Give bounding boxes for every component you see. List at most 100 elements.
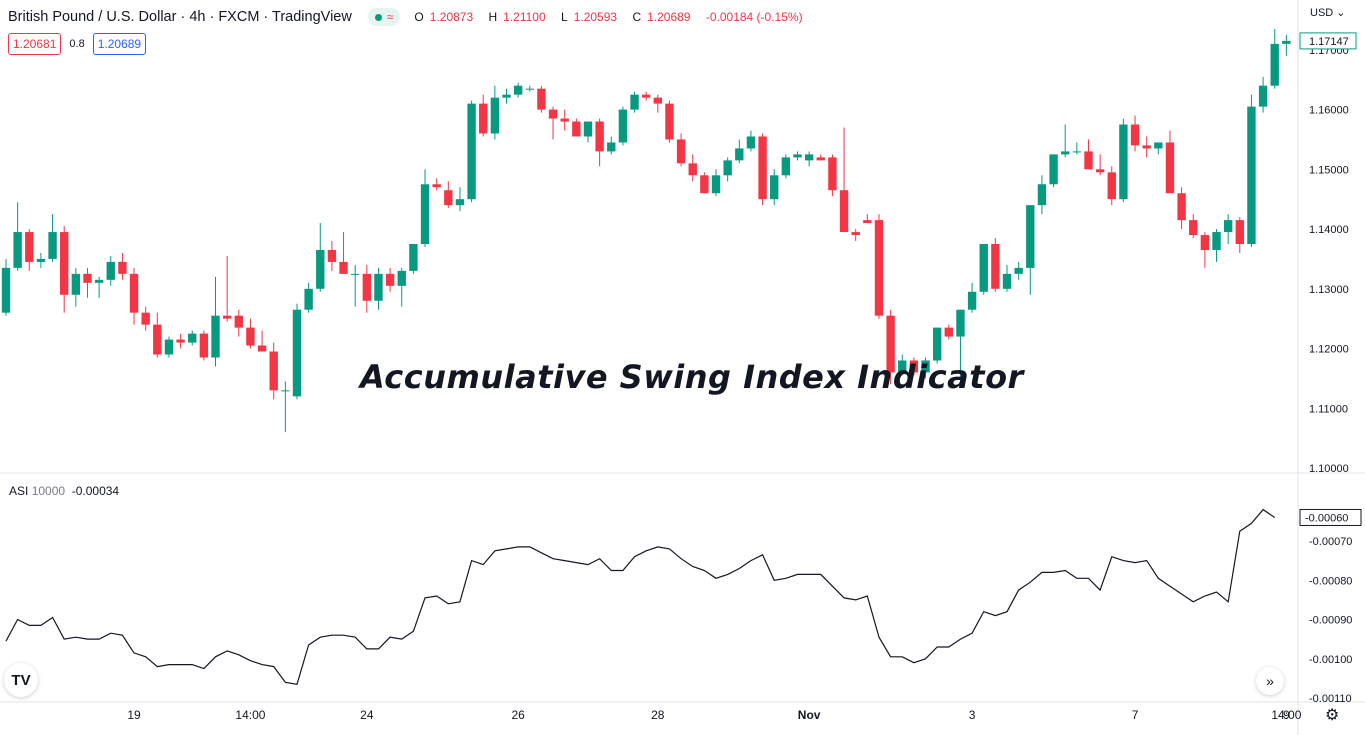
candle: [502, 88, 511, 104]
asi-last-marker: -0.00060: [1299, 508, 1362, 526]
candle-body: [1026, 205, 1035, 268]
candle-body: [385, 273, 395, 286]
candle: [304, 282, 313, 313]
candle-body: [1212, 232, 1221, 250]
asi-param: 10000: [31, 484, 66, 498]
candle: [1165, 130, 1175, 194]
gear-icon[interactable]: ⚙: [1325, 707, 1340, 724]
candle-body: [129, 273, 139, 313]
ohlc-close: 1.20689: [647, 10, 691, 24]
candle: [793, 151, 802, 161]
candle: [1235, 217, 1244, 253]
candle: [1049, 154, 1058, 188]
candle-body: [979, 244, 988, 292]
candle-body: [199, 333, 209, 358]
market-status[interactable]: ≈: [367, 8, 401, 26]
candle-body: [1, 267, 11, 313]
candle: [467, 100, 476, 203]
candle: [211, 276, 220, 367]
candle: [1107, 166, 1116, 206]
candle-body: [1049, 154, 1058, 185]
candle: [676, 133, 686, 167]
candle: [991, 238, 1000, 292]
double-chevron-right-icon[interactable]: »: [1256, 667, 1284, 695]
candle-body: [711, 175, 721, 194]
time-tick-label: 9: [1283, 708, 1290, 722]
asi-legend[interactable]: ASI 10000 -0.00034: [9, 484, 119, 498]
candle-body: [176, 339, 185, 343]
candle: [630, 91, 639, 113]
candle-body: [409, 244, 418, 271]
candle: [921, 357, 930, 379]
candle-body: [572, 121, 581, 137]
candle: [25, 229, 34, 271]
candle: [898, 354, 907, 376]
symbol-title[interactable]: British Pound / U.S. Dollar · 4h · FXCM …: [8, 9, 352, 25]
candle: [1247, 94, 1256, 247]
candle: [1026, 205, 1035, 295]
price-tick-label: 1.13000: [1309, 284, 1349, 296]
candle-body: [956, 309, 965, 337]
price-tick-label: 1.14000: [1309, 224, 1349, 236]
candle-body: [1095, 169, 1105, 173]
candle: [1061, 124, 1070, 158]
candle-body: [1165, 142, 1175, 194]
candle-body: [932, 327, 942, 361]
candle: [886, 309, 895, 385]
currency-selector[interactable]: USD ⌄: [1310, 6, 1346, 19]
candle: [60, 226, 69, 313]
time-tick-label: 14:00: [1271, 708, 1301, 722]
candle-body: [746, 136, 756, 149]
candle-body: [374, 273, 383, 301]
candle-body: [316, 249, 325, 289]
candle: [164, 336, 174, 358]
axes: 1.170001.160001.150001.140001.130001.120…: [127, 32, 1362, 722]
trade-buttons: 1.20681 0.8 1.20689: [8, 33, 147, 55]
candle-body: [991, 244, 1000, 289]
candle: [1142, 136, 1151, 158]
candle-body: [874, 220, 884, 316]
candle-body: [688, 163, 697, 176]
candle: [397, 267, 406, 307]
candle-body: [490, 97, 500, 134]
candle-body: [339, 261, 348, 274]
candle-body: [816, 157, 825, 161]
buy-button[interactable]: 1.20689: [92, 33, 147, 55]
time-tick-label: 28: [651, 708, 665, 722]
candle: [83, 267, 92, 298]
candle-body: [257, 345, 267, 352]
candle-body: [839, 190, 849, 233]
candle: [1177, 187, 1186, 230]
candle-body: [36, 258, 46, 262]
candle-body: [583, 121, 593, 137]
candle: [409, 244, 418, 274]
candle-body: [234, 315, 243, 328]
candle-body: [921, 360, 930, 373]
ohlc-open: 1.20873: [429, 10, 474, 24]
candle-body: [106, 261, 115, 280]
candle: [257, 330, 267, 352]
candle-body: [1130, 124, 1140, 146]
candlestick-series: [1, 28, 1291, 433]
candle-body: [560, 118, 569, 122]
candle: [1223, 214, 1233, 244]
spread-value: 0.8: [69, 38, 85, 50]
candle-body: [1270, 43, 1279, 86]
sell-button[interactable]: 1.20681: [8, 33, 62, 55]
candle-body: [502, 94, 511, 98]
asi-line-series: [5, 508, 1276, 685]
candle: [770, 169, 779, 206]
price-tick-label: 1.15000: [1309, 164, 1349, 176]
candle-body: [1200, 235, 1210, 250]
candle-body: [758, 136, 767, 200]
candle-body: [432, 184, 441, 188]
tradingview-logo-icon[interactable]: TV: [4, 663, 38, 697]
candle: [932, 327, 942, 364]
candle-body: [281, 390, 290, 392]
candle: [1072, 142, 1082, 155]
candle-body: [851, 232, 860, 236]
candle-body: [350, 273, 360, 275]
candle: [455, 187, 465, 212]
